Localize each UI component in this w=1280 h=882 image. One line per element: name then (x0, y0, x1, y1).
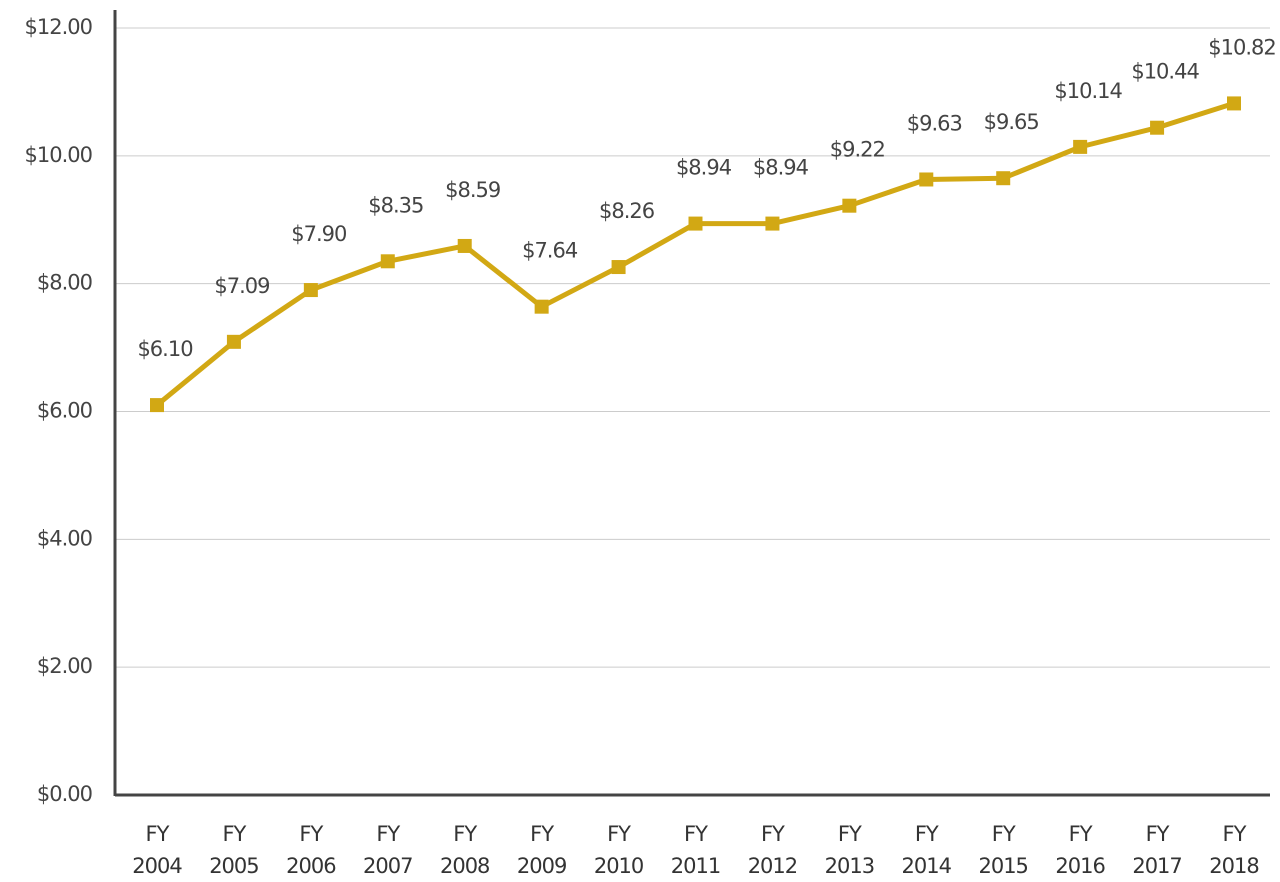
x-tick-label: FY 2018 (1209, 822, 1259, 878)
series-line (155, 101, 1235, 408)
data-point (919, 172, 934, 187)
data-label: $10.14 (1054, 79, 1122, 103)
data-label: $7.09 (214, 274, 269, 298)
y-tick-label: $2.00 (37, 654, 92, 678)
data-point (1227, 96, 1241, 111)
data-point (226, 334, 241, 349)
y-tick-label: $10.00 (25, 143, 92, 167)
data-point (534, 299, 549, 314)
data-label: $6.10 (137, 337, 192, 361)
x-tick-label: FY 2009 (516, 822, 567, 878)
data-label: $8.59 (445, 178, 500, 202)
data-label: $9.63 (907, 111, 962, 135)
data-label: $10.82 (1208, 35, 1275, 59)
data-point (457, 238, 472, 253)
x-tick-label: FY 2016 (1055, 822, 1105, 878)
data-label: $7.90 (291, 222, 346, 246)
x-tick-label: FY 2013 (824, 822, 875, 878)
data-point (996, 171, 1011, 186)
data-point (765, 216, 780, 231)
y-tick-label: $6.00 (37, 399, 92, 423)
data-point (1150, 120, 1165, 135)
y-tick-label: $0.00 (37, 782, 92, 806)
data-label: $8.94 (753, 156, 809, 180)
data-label: $8.35 (368, 193, 423, 217)
data-point (688, 216, 703, 231)
x-tick-label: FY 2005 (209, 822, 259, 878)
data-label: $9.22 (830, 138, 885, 162)
y-tick-label: $4.00 (37, 526, 92, 550)
data-label: $9.65 (984, 110, 1039, 134)
data-point (1073, 139, 1088, 154)
x-tick-label: FY 2007 (363, 822, 413, 878)
x-tick-label: FY 2012 (747, 822, 798, 878)
data-point (303, 283, 318, 298)
x-tick-label: FY 2015 (978, 822, 1028, 878)
x-tick-label: FY 2010 (593, 822, 644, 878)
data-label: $10.44 (1131, 60, 1199, 84)
x-tick-label: FY 2006 (286, 822, 336, 878)
x-tick-label: FY 2008 (439, 822, 490, 878)
y-tick-label: $12.00 (25, 15, 92, 39)
data-point (380, 254, 395, 269)
x-tick-label: FY 2014 (901, 822, 952, 878)
data-point (611, 260, 626, 275)
data-point (842, 198, 857, 213)
data-label: $7.64 (522, 239, 578, 263)
x-tick-label: FY 2004 (132, 822, 182, 878)
x-tick-label: FY 2011 (670, 822, 721, 878)
y-tick-label: $8.00 (37, 271, 92, 295)
data-label: $8.94 (676, 156, 732, 180)
x-tick-label: FY 2017 (1132, 822, 1182, 878)
data-label: $8.26 (599, 199, 655, 223)
data-point (150, 398, 164, 413)
